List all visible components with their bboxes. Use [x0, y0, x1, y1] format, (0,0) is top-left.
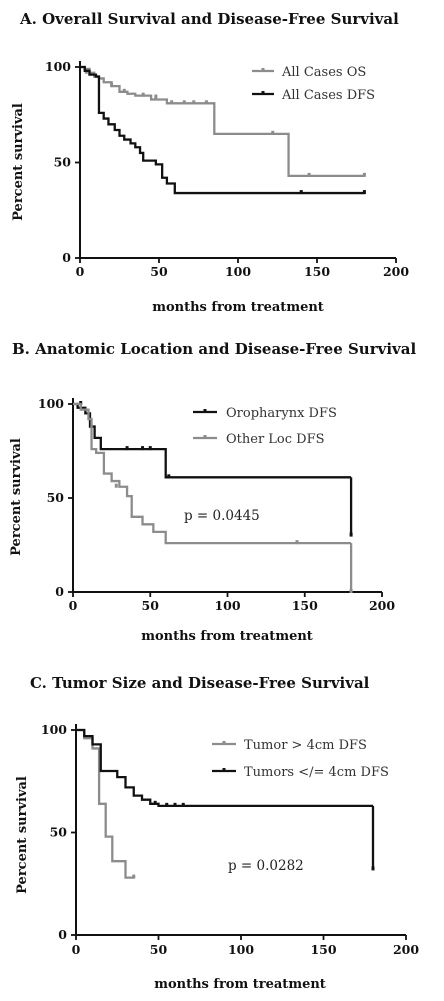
y-axis-title: Percent survival [11, 103, 26, 221]
censor-mark [204, 100, 208, 105]
x-tick-label: 50 [150, 264, 168, 279]
censor-mark [170, 100, 174, 105]
y-tick-label: 100 [41, 722, 67, 737]
censor-mark [125, 446, 129, 451]
y-tick-label: 0 [58, 927, 67, 942]
censor-mark [148, 446, 152, 451]
y-tick-label: 0 [62, 250, 71, 265]
x-axis-title: months from treatment [154, 977, 326, 992]
x-tick-label: 150 [310, 942, 336, 957]
y-axis-title: Percent survival [9, 438, 24, 556]
legend-swatch-mark [222, 741, 226, 744]
censor-mark [173, 802, 177, 807]
censor-mark [362, 172, 366, 177]
censor-mark [349, 589, 353, 593]
censor-mark [141, 92, 145, 97]
x-tick-label: 50 [150, 942, 168, 957]
legend-label: Tumor > 4cm DFS [244, 738, 367, 753]
series-line-2 [76, 728, 373, 807]
legend-swatch-mark [203, 409, 207, 412]
legend-swatch-mark [222, 768, 226, 771]
censor-mark [110, 83, 114, 88]
chart-title: B. Anatomic Location and Disease-Free Su… [12, 340, 416, 358]
y-axis-title: Percent survival [15, 776, 30, 894]
chart-panel-2: B. Anatomic Location and Disease-Free Su… [9, 340, 416, 644]
p-value-annotation: p = 0.0445 [184, 508, 260, 524]
censor-mark [154, 94, 158, 99]
y-tick-label: 100 [38, 396, 64, 411]
x-axis-title: months from treatment [152, 300, 324, 315]
legend-label: All Cases DFS [281, 88, 375, 103]
censor-mark [114, 483, 118, 488]
censor-mark [141, 446, 145, 451]
legend-label: All Cases OS [281, 65, 366, 80]
censor-mark [167, 474, 171, 479]
x-tick-label: 150 [304, 264, 330, 279]
x-tick-label: 200 [383, 264, 409, 279]
series-line-1 [80, 65, 365, 178]
x-tick-label: 150 [292, 598, 318, 613]
chart-title: C. Tumor Size and Disease-Free Survival [30, 674, 370, 692]
x-tick-label: 100 [225, 264, 251, 279]
legend-label: Other Loc DFS [226, 432, 325, 447]
censor-mark [153, 800, 157, 805]
legend-swatch-mark [261, 68, 265, 71]
censor-mark [299, 190, 303, 195]
series-line-2 [73, 402, 352, 545]
x-axis-title: months from treatment [141, 629, 313, 644]
censor-mark [371, 866, 375, 871]
x-tick-label: 50 [142, 598, 160, 613]
y-tick-label: 100 [45, 59, 71, 74]
x-tick-label: 0 [72, 942, 81, 957]
series-line-2 [80, 65, 365, 195]
chart-panel-3: C. Tumor Size and Disease-Free Survival 0… [15, 674, 419, 992]
censor-mark [362, 190, 366, 195]
censor-mark [122, 88, 126, 93]
censor-mark [349, 532, 353, 537]
x-tick-label: 0 [76, 264, 85, 279]
censor-mark [132, 874, 136, 879]
censor-mark [271, 130, 275, 135]
x-tick-label: 200 [393, 942, 419, 957]
censor-mark [165, 802, 169, 807]
chart-panel-1: A. Overall Survival and Disease-Free Sur… [11, 10, 409, 315]
censor-mark [295, 540, 299, 545]
censor-mark [307, 172, 311, 177]
censor-mark [181, 802, 185, 807]
y-tick-label: 50 [47, 490, 65, 505]
series-line-1 [76, 728, 134, 879]
legend-swatch-mark [261, 91, 265, 94]
p-value-annotation: p = 0.0282 [228, 858, 304, 874]
censor-mark [182, 100, 186, 105]
legend-swatch-mark [203, 435, 207, 438]
y-tick-label: 0 [55, 584, 64, 599]
censor-mark [192, 100, 196, 105]
legend-label: Oropharynx DFS [226, 406, 337, 421]
x-tick-label: 200 [369, 598, 395, 613]
x-tick-label: 100 [228, 942, 254, 957]
legend-label: Tumors </= 4cm DFS [244, 765, 389, 780]
x-tick-label: 0 [69, 598, 78, 613]
y-tick-label: 50 [50, 825, 68, 840]
y-tick-label: 50 [54, 155, 72, 170]
chart-title: A. Overall Survival and Disease-Free Sur… [19, 10, 399, 28]
x-tick-label: 100 [214, 598, 240, 613]
